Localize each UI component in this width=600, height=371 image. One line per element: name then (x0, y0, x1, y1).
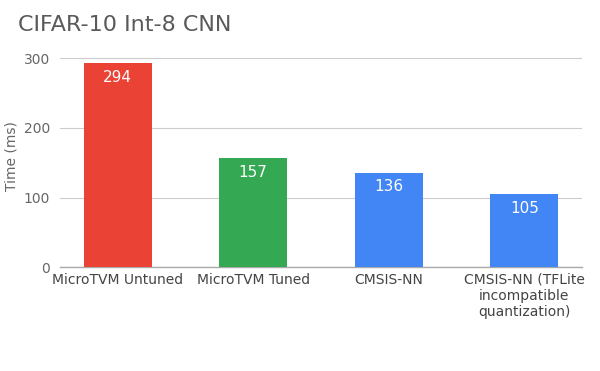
Y-axis label: Time (ms): Time (ms) (4, 121, 19, 191)
Bar (490, 194, 558, 267)
Text: 105: 105 (510, 201, 539, 216)
Bar (220, 158, 287, 267)
Text: 294: 294 (103, 69, 132, 85)
Bar (84, 63, 152, 267)
Text: 157: 157 (239, 165, 268, 180)
Text: CIFAR-10 Int-8 CNN: CIFAR-10 Int-8 CNN (18, 14, 232, 35)
Text: 136: 136 (374, 180, 403, 194)
Bar (355, 173, 422, 267)
